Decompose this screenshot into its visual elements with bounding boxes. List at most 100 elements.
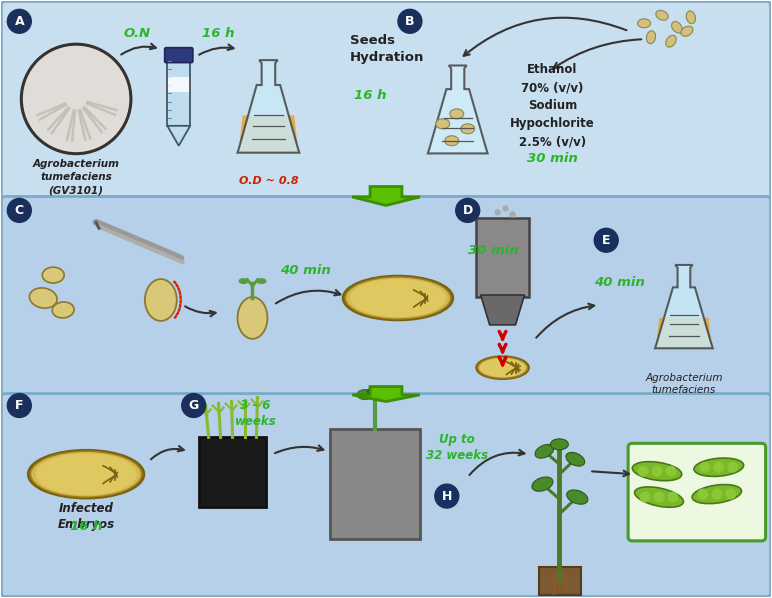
Ellipse shape	[646, 31, 655, 44]
FancyBboxPatch shape	[168, 61, 190, 126]
Text: Seeds
Hydration: Seeds Hydration	[350, 34, 425, 64]
Text: 40 min: 40 min	[280, 264, 330, 277]
Circle shape	[8, 393, 32, 417]
Polygon shape	[352, 187, 420, 206]
Ellipse shape	[36, 453, 137, 495]
Ellipse shape	[29, 450, 144, 498]
Circle shape	[510, 212, 515, 217]
Ellipse shape	[344, 276, 452, 320]
Polygon shape	[168, 126, 190, 146]
Ellipse shape	[567, 490, 587, 504]
Text: 40 min: 40 min	[594, 276, 645, 289]
Ellipse shape	[694, 458, 743, 477]
Circle shape	[495, 210, 500, 215]
Ellipse shape	[29, 288, 57, 308]
Ellipse shape	[357, 389, 373, 399]
Text: B: B	[405, 15, 415, 28]
Text: Agrobacterium
tumefaciens
(GV3101): Agrobacterium tumefaciens (GV3101)	[32, 158, 120, 195]
Circle shape	[375, 388, 383, 395]
Circle shape	[713, 462, 724, 472]
Polygon shape	[352, 386, 420, 401]
Text: H: H	[442, 490, 452, 502]
Ellipse shape	[532, 477, 553, 492]
Ellipse shape	[145, 279, 177, 321]
Ellipse shape	[350, 279, 446, 317]
Ellipse shape	[672, 22, 682, 33]
Circle shape	[638, 466, 648, 477]
Text: Up to
32 weeks: Up to 32 weeks	[425, 433, 488, 462]
FancyBboxPatch shape	[540, 567, 581, 594]
Circle shape	[652, 466, 662, 477]
Circle shape	[594, 228, 618, 252]
FancyBboxPatch shape	[164, 48, 193, 63]
Circle shape	[22, 44, 131, 154]
Circle shape	[711, 489, 723, 499]
FancyBboxPatch shape	[2, 1, 770, 202]
FancyBboxPatch shape	[168, 77, 189, 91]
Ellipse shape	[550, 439, 568, 450]
Circle shape	[665, 466, 676, 477]
Ellipse shape	[478, 357, 527, 378]
Polygon shape	[655, 318, 713, 348]
Circle shape	[699, 462, 710, 472]
Ellipse shape	[42, 267, 64, 283]
Ellipse shape	[52, 302, 74, 318]
FancyBboxPatch shape	[2, 197, 770, 399]
Text: 16 h: 16 h	[202, 27, 235, 39]
FancyBboxPatch shape	[2, 393, 770, 597]
Text: G: G	[188, 399, 199, 412]
Circle shape	[8, 199, 32, 222]
Text: 30 min: 30 min	[527, 152, 577, 165]
Circle shape	[455, 199, 479, 222]
Text: C: C	[15, 204, 24, 217]
Text: Infected
Embryos: Infected Embryos	[58, 502, 115, 531]
Ellipse shape	[535, 444, 554, 458]
Circle shape	[367, 388, 375, 395]
Ellipse shape	[638, 19, 651, 28]
Ellipse shape	[656, 10, 669, 20]
Ellipse shape	[681, 26, 693, 36]
Text: Ethanol
70% (v/v)
Sodium
Hypochlorite
2.5% (v/v): Ethanol 70% (v/v) Sodium Hypochlorite 2.…	[510, 63, 594, 148]
Text: O.D ~ 0.8: O.D ~ 0.8	[239, 176, 298, 185]
Circle shape	[697, 489, 709, 499]
Ellipse shape	[238, 297, 267, 339]
FancyBboxPatch shape	[330, 429, 420, 539]
Polygon shape	[655, 265, 713, 348]
Text: 30 min: 30 min	[468, 244, 519, 257]
Text: Agrobacterium
tumefaciens: Agrobacterium tumefaciens	[645, 373, 723, 395]
Polygon shape	[428, 123, 488, 154]
FancyBboxPatch shape	[476, 218, 530, 297]
Ellipse shape	[436, 119, 450, 129]
Circle shape	[8, 10, 32, 33]
Ellipse shape	[445, 136, 459, 146]
Text: O.N: O.N	[124, 27, 151, 39]
Circle shape	[639, 492, 651, 502]
Circle shape	[398, 10, 422, 33]
Ellipse shape	[239, 278, 249, 284]
Text: 3 – 6
weeks: 3 – 6 weeks	[235, 399, 276, 428]
Polygon shape	[238, 115, 300, 152]
Polygon shape	[428, 66, 488, 154]
Polygon shape	[238, 60, 300, 152]
Ellipse shape	[692, 484, 741, 504]
Ellipse shape	[450, 109, 464, 119]
Ellipse shape	[377, 389, 393, 399]
Text: A: A	[15, 15, 24, 28]
Ellipse shape	[632, 462, 682, 481]
Text: 16 h: 16 h	[69, 520, 103, 533]
Circle shape	[654, 492, 665, 502]
Circle shape	[668, 492, 679, 502]
Polygon shape	[481, 295, 524, 325]
Ellipse shape	[566, 453, 584, 466]
Ellipse shape	[635, 487, 683, 507]
Ellipse shape	[31, 451, 141, 497]
Circle shape	[503, 206, 508, 211]
FancyBboxPatch shape	[628, 443, 766, 541]
Ellipse shape	[480, 358, 525, 377]
Text: D: D	[462, 204, 472, 217]
Circle shape	[181, 393, 205, 417]
Ellipse shape	[461, 124, 475, 134]
Text: E: E	[602, 234, 611, 247]
Ellipse shape	[256, 278, 266, 284]
Ellipse shape	[665, 35, 676, 47]
